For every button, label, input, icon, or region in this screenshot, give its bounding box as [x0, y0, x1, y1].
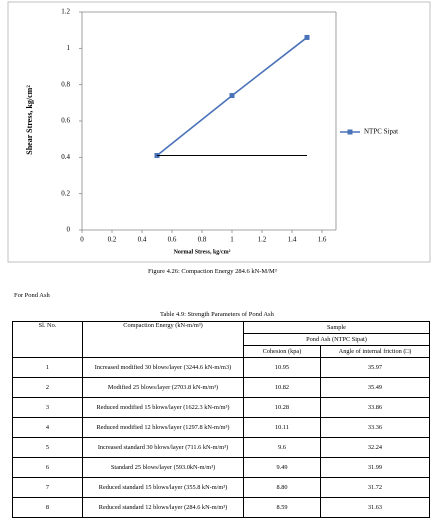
x-tick-label: 1	[230, 236, 234, 244]
table-cell: 8.59	[243, 497, 321, 518]
table-cell: 10.95	[243, 357, 321, 378]
table-cell: 4	[12, 417, 83, 438]
table-cell: 9.49	[243, 457, 321, 478]
table: Sl. No. Compaction Energy (kN-m/m³) Samp…	[12, 321, 430, 518]
table-cell: 8.80	[243, 477, 321, 498]
chart-frame	[7, 1, 431, 263]
table-cell: 7	[12, 477, 83, 498]
table-title: Table 4.9: Strength Parameters of Pond A…	[160, 311, 274, 318]
table-cell: 5	[12, 437, 83, 458]
y-tick-label: 0.8	[61, 80, 70, 88]
legend-marker	[347, 129, 353, 135]
x-tick-label: 0	[80, 236, 84, 244]
section-text: For Pond Ash	[14, 292, 50, 299]
table-cell: 1	[12, 357, 83, 378]
table-cell: 2	[12, 377, 83, 398]
header-cell: Sample	[243, 321, 430, 334]
y-tick-label: 0.4	[61, 153, 70, 161]
table-cell: 31.63	[320, 497, 430, 518]
table-cell: Reduced standard 15 blows/layer (355.8 k…	[82, 477, 244, 498]
table-row: 5 Increased standard 30 blows/layer (711.…	[12, 437, 430, 458]
table-cell: Increased modified 30 blows/layer (3244.…	[82, 357, 244, 378]
header-cell: Cohesion (kpa)	[243, 345, 321, 358]
table-row: 4 Reduced modified 12 blows/layer (1297.8…	[12, 417, 430, 438]
x-tick-label: 0.6	[168, 236, 177, 244]
table-cell: Modified 25 blows/layer (2703.8 kN-m/m³)	[82, 377, 244, 398]
table-row: 8 Reduced standard 12 blows/layer (284.6 …	[12, 497, 430, 518]
header-cell: Angle of internal friction (□)	[320, 345, 430, 358]
figure-caption: Figure 4.26: Compaction Energy 284.6 kN-…	[148, 268, 277, 275]
table-cell: 31.72	[320, 477, 430, 498]
x-tick-label: 1.6	[318, 236, 327, 244]
table-cell: Standard 25 blows/layer (593.0kN-m/m³)	[82, 457, 244, 478]
y-tick-label: 0.2	[61, 189, 70, 197]
table-cell: 3	[12, 397, 83, 418]
table-cell: 9.6	[243, 437, 321, 458]
table-cell: 10.11	[243, 417, 321, 438]
point-marker	[229, 93, 235, 99]
header-row: Sl. No. Compaction Energy (kN-m/m³) Samp…	[12, 321, 430, 358]
table-cell: Reduced modified 15 blows/layer (1622.3 …	[82, 397, 244, 418]
chart: Shear Stress, kg/cm² Normal Stress, kg/c…	[7, 1, 431, 263]
y-tick-label: 1	[67, 44, 71, 52]
table-cell: 35.49	[320, 377, 430, 398]
table-cell: 33.86	[320, 397, 430, 418]
legend-label: NTPC Sipat	[364, 128, 398, 136]
header-cell: Pond Ash (NTPC Sipat)	[243, 333, 430, 346]
table-cell: Increased standard 30 blows/layer (711.6…	[82, 437, 244, 458]
x-tick-label: 0.2	[108, 236, 117, 244]
table-row: 6 Standard 25 blows/layer (593.0kN-m/m³) 9…	[12, 457, 430, 478]
table-cell: 10.28	[243, 397, 321, 418]
header-cell: Compaction Energy (kN-m/m³)	[82, 321, 244, 358]
table-row: 2 Modified 25 blows/layer (2703.8 kN-m/m³…	[12, 377, 430, 398]
x-tick-label: 0.4	[138, 236, 147, 244]
x-tick-label: 0.8	[198, 236, 207, 244]
table-cell: 33.36	[320, 417, 430, 438]
table-cell: 6	[12, 457, 83, 478]
table-row: 7 Reduced standard 15 blows/layer (355.8 …	[12, 477, 430, 498]
point-marker	[304, 34, 310, 40]
table-cell: 32.24	[320, 437, 430, 458]
header-cell: Sl. No.	[12, 321, 83, 358]
table-row: 1 Increased modified 30 blows/layer (3244…	[12, 357, 430, 378]
x-tick-label: 1.4	[288, 236, 297, 244]
table-cell: 8	[12, 497, 83, 518]
table-cell: 10.82	[243, 377, 321, 398]
table-row: 3 Reduced modified 15 blows/layer (1622.3…	[12, 397, 430, 418]
x-axis-label: Normal Stress, kg/cm²	[174, 249, 231, 255]
y-tick-label: 0.6	[61, 117, 70, 125]
table-cell: 31.99	[320, 457, 430, 478]
y-tick-label: 0	[67, 226, 71, 234]
table-cell: 35.97	[320, 357, 430, 378]
table-cell: Reduced standard 12 blows/layer (284.6 k…	[82, 497, 244, 518]
y-axis-label: Shear Stress, kg/cm²	[25, 85, 34, 155]
x-tick-label: 1.2	[258, 236, 267, 244]
table-cell: Reduced modified 12 blows/layer (1297.8 …	[82, 417, 244, 438]
y-tick-label: 1.2	[61, 8, 70, 16]
